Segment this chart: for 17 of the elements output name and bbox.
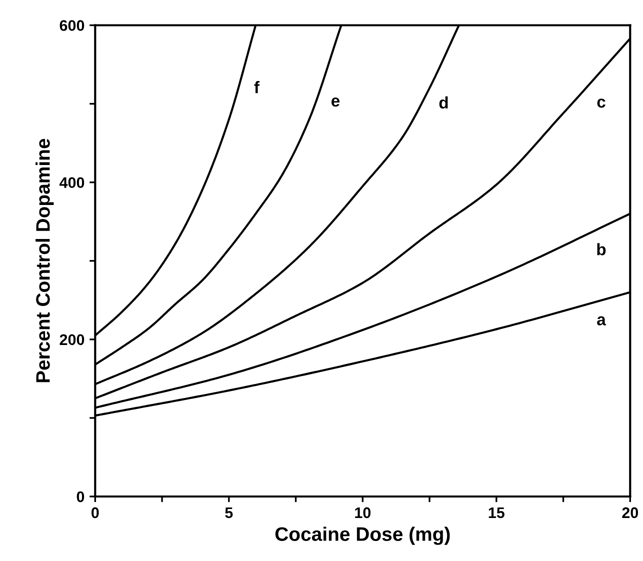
y-tick-label: 600	[60, 20, 84, 31]
x-axis-title: Cocaine Dose (mg)	[275, 526, 450, 545]
series-label: c	[597, 98, 606, 108]
y-tick-label: 200	[60, 334, 84, 346]
y-tick-label: 400	[59, 177, 84, 188]
y-tick-label: 0	[76, 491, 84, 502]
series-label: f	[254, 80, 260, 94]
y-axis-title: Percent Control Dopamine	[36, 138, 54, 382]
series-label: d	[439, 96, 448, 109]
series-label: b	[597, 243, 606, 256]
x-tick-label: 20	[622, 507, 638, 518]
series-label: a	[597, 316, 606, 326]
x-tick-label: 15	[488, 507, 504, 518]
x-tick-label: 5	[225, 507, 233, 518]
x-tick-label: 10	[355, 507, 371, 518]
x-tick-label: 0	[92, 507, 99, 518]
series-label: e	[331, 98, 340, 107]
